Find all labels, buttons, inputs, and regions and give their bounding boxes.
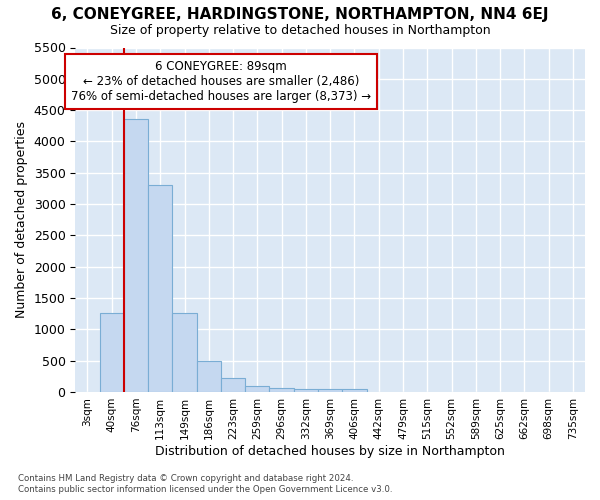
- Y-axis label: Number of detached properties: Number of detached properties: [15, 121, 28, 318]
- Text: 6 CONEYGREE: 89sqm
← 23% of detached houses are smaller (2,486)
76% of semi-deta: 6 CONEYGREE: 89sqm ← 23% of detached hou…: [71, 60, 371, 103]
- Bar: [172, 313, 197, 392]
- Text: Contains HM Land Registry data © Crown copyright and database right 2024.
Contai: Contains HM Land Registry data © Crown c…: [18, 474, 392, 494]
- Bar: [221, 378, 245, 392]
- Bar: [269, 388, 294, 392]
- Bar: [342, 388, 367, 392]
- Bar: [148, 186, 172, 392]
- X-axis label: Distribution of detached houses by size in Northampton: Distribution of detached houses by size …: [155, 444, 505, 458]
- Bar: [318, 388, 342, 392]
- Bar: [197, 362, 221, 392]
- Text: Size of property relative to detached houses in Northampton: Size of property relative to detached ho…: [110, 24, 490, 37]
- Text: 6, CONEYGREE, HARDINGSTONE, NORTHAMPTON, NN4 6EJ: 6, CONEYGREE, HARDINGSTONE, NORTHAMPTON,…: [51, 8, 549, 22]
- Bar: [100, 313, 124, 392]
- Bar: [294, 388, 318, 392]
- Bar: [245, 386, 269, 392]
- Bar: [124, 119, 148, 392]
